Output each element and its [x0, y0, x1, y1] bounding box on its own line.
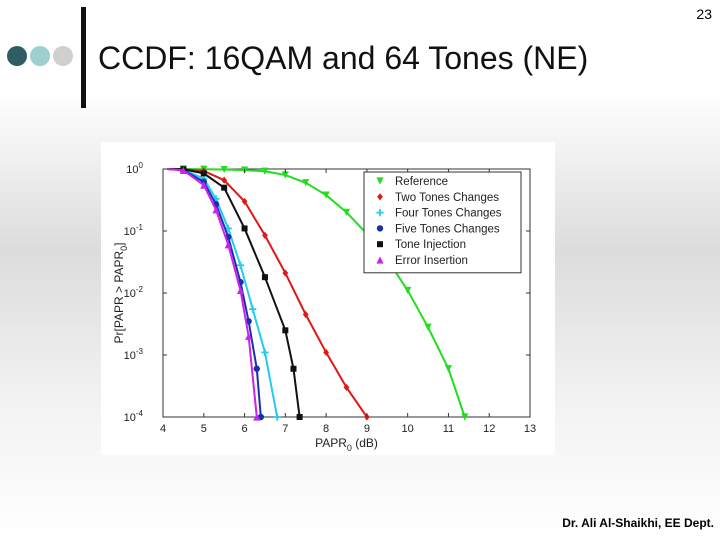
- data-point-reference: [281, 171, 289, 179]
- data-point-two-tones-changes: [262, 231, 268, 239]
- data-point-tone-injection: [221, 184, 228, 191]
- data-point-two-tones-changes: [282, 269, 289, 277]
- x-tick-label: 10: [402, 423, 414, 435]
- bullet-dot-teal: [30, 46, 50, 66]
- data-point-four-tones-changes: [236, 261, 245, 269]
- legend-marker-reference: [376, 177, 384, 185]
- data-point-four-tones-changes: [249, 305, 257, 313]
- data-point-tone-injection: [200, 170, 207, 177]
- series-error-insertion: [166, 166, 261, 421]
- data-point-tone-injection: [290, 365, 297, 372]
- series-line-error-insertion: [166, 168, 258, 418]
- data-point-tone-injection: [241, 225, 248, 232]
- data-point-reference: [461, 413, 469, 421]
- legend-label-error-insertion: Error Insertion: [395, 255, 468, 267]
- data-point-error-insertion: [245, 332, 253, 340]
- data-point-two-tones-changes: [241, 197, 248, 206]
- slide-footer: Dr. Ali Al-Shaikhi, EE Dept.: [562, 516, 714, 530]
- y-tick-label: 100: [126, 161, 143, 176]
- ccdf-chart: 4 5 6 7 8 9 10 11 12 13 100 10-1 10-2 10-3 10-4 PAPR0 (…: [112, 161, 536, 453]
- x-tick-label: 4: [160, 423, 166, 435]
- slide-title: CCDF: 16QAM and 64 Tones (NE): [98, 40, 589, 76]
- x-tick-label: 8: [323, 423, 329, 435]
- page-number: 23: [696, 6, 712, 22]
- y-tick-label: 10-3: [124, 347, 144, 362]
- legend-label-two-tones-changes: Two Tones Changes: [395, 192, 499, 204]
- ccdf-figure: 4 5 6 7 8 9 10 11 12 13 100 10-1 10-2 10-3 10-4 PAPR0 (…: [101, 142, 555, 455]
- x-tick-label: 12: [483, 423, 495, 435]
- y-tick-label: 10-4: [124, 409, 144, 424]
- data-point-reference: [261, 167, 269, 175]
- data-point-two-tones-changes: [323, 348, 329, 357]
- data-point-reference: [220, 165, 228, 174]
- title-divider: [81, 7, 86, 108]
- bullet-dot-gray: [53, 46, 73, 66]
- x-tick-label: 9: [364, 423, 370, 435]
- y-axis-label: Pr[PAPR > PAPR0]: [112, 243, 129, 344]
- title-bullet-dots: [7, 46, 73, 66]
- data-point-error-insertion: [212, 206, 220, 214]
- data-point-tone-injection: [282, 327, 289, 334]
- data-point-tone-injection: [261, 274, 268, 281]
- data-point-error-insertion: [224, 241, 232, 249]
- series-line-reference: [167, 168, 466, 418]
- data-point-four-tones-changes: [261, 348, 269, 357]
- data-point-reference: [322, 191, 330, 199]
- x-axis-label: PAPR0 (dB): [315, 436, 378, 453]
- data-point-reference: [404, 286, 412, 295]
- legend-marker-tone-injection: [377, 241, 383, 248]
- data-point-five-tones-changes: [253, 365, 260, 372]
- data-point-tone-injection: [296, 414, 303, 420]
- data-point-reference: [424, 323, 432, 331]
- bullet-dot-dark: [7, 46, 27, 66]
- data-point-four-tones-changes: [273, 413, 281, 421]
- data-point-reference: [444, 365, 453, 373]
- x-tick-label: 6: [241, 423, 247, 435]
- legend-label-reference: Reference: [395, 176, 448, 188]
- data-point-reference: [342, 208, 351, 216]
- legend-marker-two-tones-changes: [377, 193, 383, 201]
- x-tick-label: 5: [201, 423, 207, 435]
- x-tick-label: 11: [443, 423, 454, 435]
- data-point-reference: [302, 179, 310, 187]
- legend-box: [363, 171, 522, 274]
- data-point-two-tones-changes: [221, 176, 228, 184]
- series-reference: [167, 165, 469, 421]
- data-point-error-insertion: [200, 181, 208, 189]
- x-tick-label: 13: [524, 423, 536, 435]
- legend-label-five-tones-changes: Five Tones Changes: [395, 223, 500, 235]
- data-point-error-insertion: [253, 413, 261, 421]
- x-tick-label: 7: [282, 423, 288, 435]
- legend-marker-five-tones-changes: [376, 225, 384, 232]
- data-point-error-insertion: [236, 286, 245, 295]
- data-point-error-insertion: [179, 166, 187, 174]
- legend-label-tone-injection: Tone Injection: [395, 239, 466, 251]
- legend-label-four-tones-changes: Four Tones Changes: [395, 208, 502, 220]
- y-tick-label: 10-1: [124, 223, 144, 238]
- legend-marker-error-insertion: [376, 256, 384, 264]
- y-tick-label: 10-2: [124, 285, 144, 300]
- legend-marker-four-tones-changes: [376, 209, 384, 217]
